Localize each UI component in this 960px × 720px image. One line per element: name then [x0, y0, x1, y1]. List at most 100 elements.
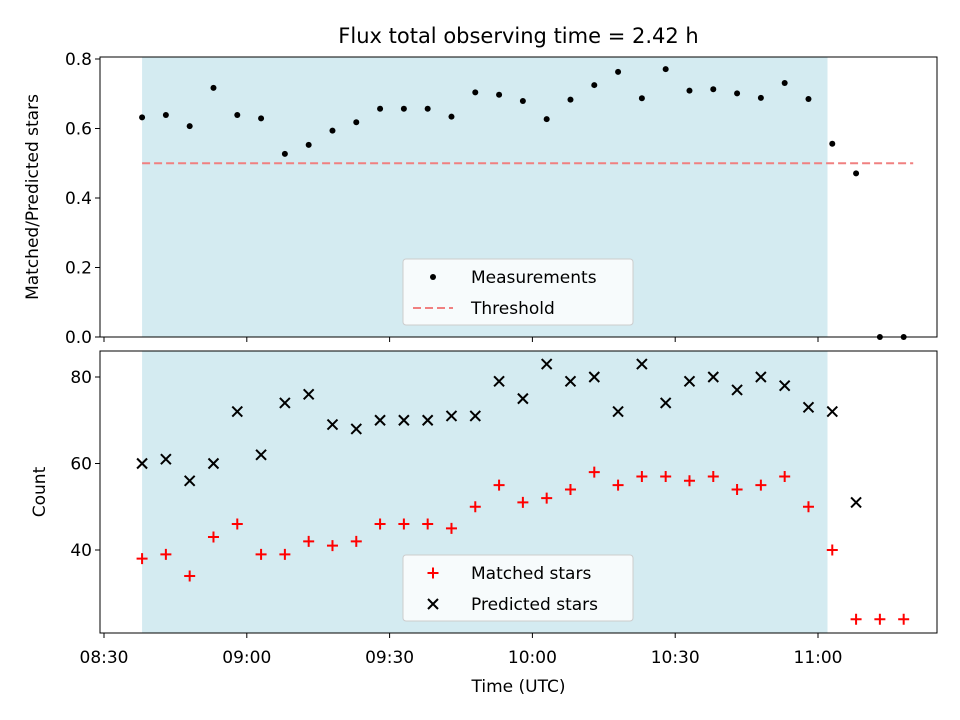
- predicted-point: [183, 475, 196, 487]
- y-axis-label: Matched/Predicted stars: [23, 94, 43, 300]
- predicted-point: [493, 375, 505, 388]
- x-tick-label: 09:30: [365, 648, 414, 668]
- legend-marker-matched: [427, 567, 439, 579]
- predicted-point: [683, 375, 696, 388]
- measurement-point: [662, 66, 669, 73]
- measurement-point: [591, 82, 598, 89]
- measurement-point: [281, 150, 288, 157]
- matched-point: [160, 548, 172, 560]
- measurement-point: [329, 127, 336, 134]
- predicted-point: [659, 397, 672, 409]
- matched-point: [422, 518, 434, 530]
- y-tick-label: 0.2: [65, 259, 92, 279]
- predicted-point: [302, 388, 315, 401]
- measurement-point: [805, 95, 812, 102]
- y-tick-label: 60: [70, 455, 92, 475]
- y-tick-label: 0.0: [65, 328, 92, 348]
- y-tick-label: 80: [70, 368, 92, 388]
- matched-point: [564, 483, 576, 495]
- matched-point: [398, 518, 410, 530]
- measurement-point: [377, 105, 384, 112]
- y-tick-label: 40: [70, 541, 92, 561]
- matched-point: [802, 501, 814, 513]
- predicted-point: [517, 392, 529, 405]
- y-tick-label: 0.4: [65, 189, 92, 209]
- predicted-point: [279, 397, 291, 409]
- legend-box: [402, 554, 634, 622]
- measurement-point: [353, 119, 360, 126]
- matched-point: [683, 475, 695, 487]
- matched-point: [779, 470, 791, 482]
- measurement-point: [139, 114, 146, 121]
- predicted-point: [588, 371, 600, 383]
- matched-point: [255, 548, 267, 560]
- top-panel: 0.0 0.2 0.4 0.6 0.8 Matched/Predicted stars Fl…: [23, 24, 938, 348]
- matched-point: [541, 492, 553, 504]
- measurement-point: [567, 96, 574, 103]
- matched-point: [279, 548, 291, 560]
- measurement-point: [781, 79, 788, 86]
- measurement-point: [400, 105, 407, 112]
- x-tick-label: 09:00: [222, 648, 271, 668]
- matched-point: [755, 479, 767, 491]
- y-tick-label: 0.6: [65, 120, 92, 140]
- measurement-point: [186, 123, 193, 130]
- predicted-point: [636, 358, 648, 370]
- predicted-point: [707, 371, 719, 383]
- predicted-point: [231, 405, 243, 418]
- predicted-point: [802, 401, 815, 413]
- matched-point: [636, 470, 648, 482]
- matched-point: [731, 483, 743, 495]
- matched-point: [374, 518, 386, 530]
- measurement-point: [853, 170, 860, 177]
- predicted-point: [850, 496, 862, 509]
- legend-label: Predicted stars: [471, 595, 598, 615]
- matched-point: [231, 518, 243, 530]
- legend: Measurements Threshold: [402, 258, 634, 326]
- legend-box: [402, 258, 634, 326]
- predicted-point: [421, 414, 434, 426]
- axes-frame: [99, 56, 938, 338]
- measurement-point: [734, 90, 741, 97]
- x-tick-label: 10:00: [508, 648, 557, 668]
- measurement-point: [472, 89, 479, 96]
- legend-marker-measurements: [430, 274, 436, 280]
- x-tick-label: 10:30: [651, 648, 700, 668]
- measurement-point: [615, 68, 622, 75]
- measurement-point: [258, 115, 265, 122]
- matched-point: [612, 479, 624, 491]
- matched-point: [850, 613, 862, 625]
- y-axis-label: Count: [30, 466, 50, 517]
- matched-point: [136, 553, 148, 565]
- matched-point: [588, 466, 600, 478]
- predicted-point: [207, 457, 220, 470]
- chart-title: Flux total observing time = 2.42 h: [338, 24, 698, 48]
- legend: Matched stars Predicted stars: [402, 554, 634, 622]
- predicted-point: [398, 414, 410, 426]
- measurement-point: [234, 111, 241, 118]
- matched-point: [898, 613, 910, 625]
- legend-marker-predicted: [427, 598, 439, 610]
- matched-point: [660, 470, 672, 482]
- matched-point: [469, 501, 481, 513]
- matched-point: [326, 540, 338, 552]
- measurement-point: [210, 84, 217, 91]
- matched-point: [184, 570, 196, 582]
- predicted-point: [469, 410, 481, 422]
- x-axis-label: Time (UTC): [471, 677, 566, 697]
- measurement-point: [424, 105, 431, 112]
- legend-label: Measurements: [471, 268, 597, 288]
- matched-point: [493, 479, 505, 491]
- predicted-point: [731, 384, 743, 396]
- matched-point: [207, 531, 219, 543]
- predicted-point: [326, 418, 339, 431]
- matched-point: [874, 613, 886, 625]
- predicted-point: [826, 405, 838, 418]
- matched-point: [303, 535, 315, 547]
- measurement-point: [305, 141, 312, 148]
- measurement-point: [757, 94, 764, 101]
- predicted-point: [612, 405, 624, 418]
- measurement-point: [543, 116, 550, 123]
- y-tick-label: 0.8: [65, 50, 92, 70]
